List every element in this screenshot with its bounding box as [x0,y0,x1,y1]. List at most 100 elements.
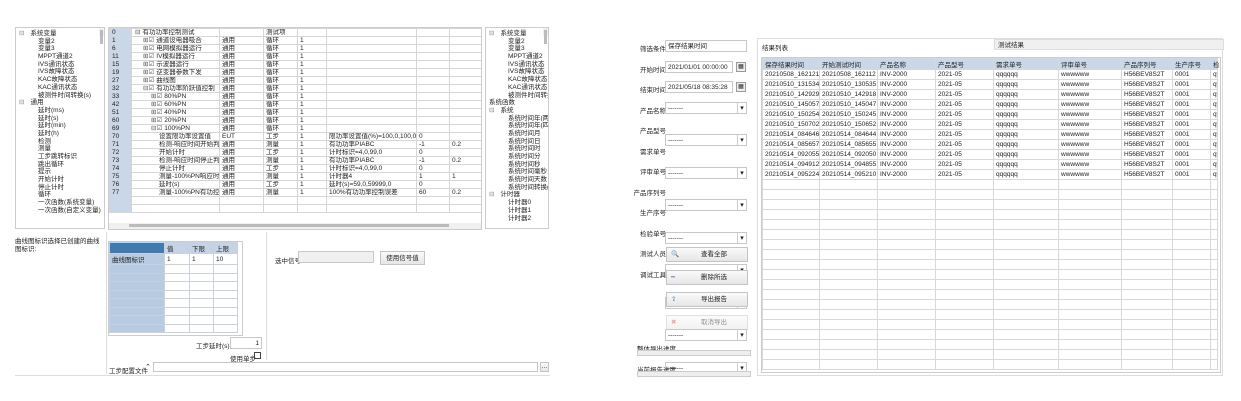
table-cell[interactable] [449,60,481,69]
table-row[interactable]: 73 检测-响应时间停止判 通用 测量 1 有功功率PIABC -1 0.2 [109,156,481,165]
table-cell[interactable]: 1 [297,180,327,189]
table-cell[interactable]: 循环 [263,84,298,93]
table-cell[interactable]: 限功率设置值(%)=100,0,100,0 [326,132,417,141]
table-cell[interactable]: 循环 [263,108,298,117]
table-row[interactable]: 71 检测-响应时间开始判 通用 测量 1 有功功率PIABC -1 0.2 [109,140,481,149]
table-cell[interactable]: 循环 [263,124,298,133]
variable-tree-right[interactable]: ⊟ 系统变量 变量2 变量3 MPPT通道2 IVS通讯状态 IVS故障状态 KAC故障状态 K… [485,27,549,229]
table-cell[interactable] [449,84,481,93]
table-cell[interactable] [326,76,417,85]
step-name-cell[interactable]: ⊟ 有功功率控制测试 [131,28,220,37]
table-cell[interactable]: 通用 [219,100,264,109]
table-cell[interactable] [416,44,450,53]
step-name-cell[interactable]: ⊞☑ 60%PN [131,100,220,109]
table-cell[interactable] [416,36,450,45]
result-row[interactable]: 20210514_095224 20210514_095210 INV-2000 20… [762,169,1218,180]
table-cell[interactable]: 1 [297,68,327,77]
table-cell[interactable] [326,84,417,93]
table-cell[interactable]: 通用 [219,116,264,125]
tree-item[interactable]: ⊟ 系统变量 [486,30,548,38]
table-row[interactable]: 77 测量-100%PN有功控 通用 测量 1 100%有功功率控制误差 60 0.2 [109,188,481,197]
column-header[interactable]: 保存结果时间 [762,58,820,70]
table-cell[interactable] [326,44,417,53]
step-name-cell[interactable]: 测量-100%PN有功控 [131,188,220,197]
table-row[interactable]: 11 ⊞☑ IV模拟器运行 通用 循环 1 [109,52,481,61]
tree-item[interactable]: 计时器2 [486,215,548,223]
column-header[interactable]: 产品序列号 [1121,58,1173,70]
table-cell[interactable] [449,180,481,189]
table-cell[interactable] [449,92,481,101]
table-cell[interactable]: 0.2 [449,156,481,165]
table-cell[interactable] [416,52,450,61]
step-name-cell[interactable]: ⊞☑ 逆变器参数下发 [131,68,220,77]
table-cell[interactable]: 通用 [219,180,264,189]
table-cell[interactable] [416,116,450,125]
table-cell[interactable]: 1 [449,172,481,181]
table-cell[interactable]: 1 [297,100,327,109]
step-name-cell[interactable]: 延时(s) [131,180,220,189]
filter-select[interactable]: ------- [665,134,747,146]
table-cell[interactable]: 0 [416,132,450,141]
table-cell[interactable]: 测量 [263,188,298,197]
tree-item[interactable]: 系统时间时 [486,145,548,153]
expand-checkbox-icon[interactable]: ⊟☑ [151,125,163,132]
table-cell[interactable]: 0.2 [449,140,481,149]
table-cell[interactable]: 通用 [219,124,264,133]
expand-checkbox-icon[interactable]: ⊞☑ [151,109,163,116]
table-cell[interactable]: 通用 [219,36,264,45]
tree-item[interactable]: 提示 [16,168,104,176]
collapse-icon[interactable]: ⌃ [145,364,151,371]
table-cell[interactable] [449,36,481,45]
expand-checkbox-icon[interactable]: ⊟☑ [143,85,155,92]
table-row[interactable]: 72 开始计时 通用 工步 1 计时标识=4,0,99,0 0 [109,148,481,157]
filter-button-1[interactable]: 🔍 查看全部 [666,247,748,262]
table-cell[interactable] [449,148,481,157]
filter-button-4[interactable]: ✖ 取消导出 [666,314,748,330]
expand-checkbox-icon[interactable]: ⊞☑ [143,69,155,76]
table-cell[interactable]: 1 [297,140,327,149]
tree-item[interactable]: ⊟ 系统变量 [16,30,104,38]
table-cell[interactable]: 1 [297,84,327,93]
expand-checkbox-icon[interactable]: ⊞☑ [143,53,155,60]
result-row[interactable]: 20210514_092055 20210514_092050 INV-2000 20… [762,149,1218,160]
table-cell[interactable] [416,92,450,101]
table-cell[interactable] [449,68,481,77]
table-cell[interactable] [449,124,481,133]
tree-item[interactable]: IVS通讯状态 [16,61,104,69]
table-cell[interactable] [416,84,450,93]
horizontal-scrollbar[interactable] [109,223,481,229]
table-cell[interactable] [416,28,450,37]
table-row[interactable]: 74 停止计时 通用 工步 1 计时标识=4,0,99,0 0 [109,164,481,173]
filter-input[interactable]: 2021/01/01 00:00:00 [665,60,733,73]
scrollbar[interactable] [543,28,548,44]
tree-item[interactable]: 系统时间天数 [486,176,548,184]
tree-item[interactable]: 一次函数(系统变量) [16,199,104,207]
expand-checkbox-icon[interactable]: ⊞☑ [143,61,155,68]
table-cell[interactable]: 60 [416,188,450,197]
table-cell[interactable]: -1 [416,156,450,165]
tree-item[interactable]: 系统时间月 [486,130,548,138]
table-row[interactable]: 76 延时(s) 通用 工步 1 延时(s)=59,0,59999,0 0 [109,180,481,189]
table-cell[interactable] [416,60,450,69]
collapse-icon[interactable]: ⊟ [489,191,495,199]
table-row[interactable]: 15 ⊞☑ 示波器运行 通用 循环 1 [109,60,481,69]
tree-item[interactable]: 变量3 [486,45,548,53]
table-cell[interactable]: 通用 [219,188,264,197]
table-row[interactable]: 32 ⊟☑ 有功功率阶跃值控制 通用 循环 1 [109,84,481,93]
table-cell[interactable]: 循环 [263,52,298,61]
result-row[interactable]: 20210510_131534 20210510_130535 INV-2000 20… [762,79,1218,90]
table-cell[interactable]: 通用 [219,156,264,165]
table-cell[interactable] [326,100,417,109]
result-row[interactable]: 20210514_084646 20210514_084644 INV-2000 20… [762,129,1218,140]
result-row[interactable]: 20210510_150254 20210510_150245 INV-2000 20… [762,109,1218,120]
tree-item[interactable]: 停止计时 [16,184,104,192]
filter-button-2[interactable]: ━ 删除所选 [666,269,748,285]
column-header[interactable]: 产品名称 [877,58,936,70]
filter-select[interactable]: ------- [665,199,747,211]
step-delay-spinner[interactable]: 1 [230,337,262,349]
table-cell[interactable] [416,76,450,85]
table-cell[interactable] [416,100,450,109]
tree-item[interactable]: 测量 [16,145,104,153]
tree-item[interactable]: MPPT通道2 [16,53,104,61]
step-name-cell[interactable]: ⊞☑ 通道设电器吸合 [131,36,220,45]
